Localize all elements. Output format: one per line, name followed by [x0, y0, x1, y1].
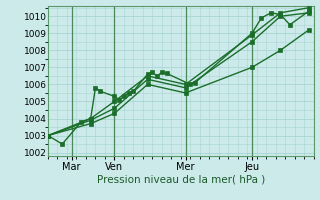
X-axis label: Pression niveau de la mer( hPa ): Pression niveau de la mer( hPa ) — [97, 174, 265, 184]
